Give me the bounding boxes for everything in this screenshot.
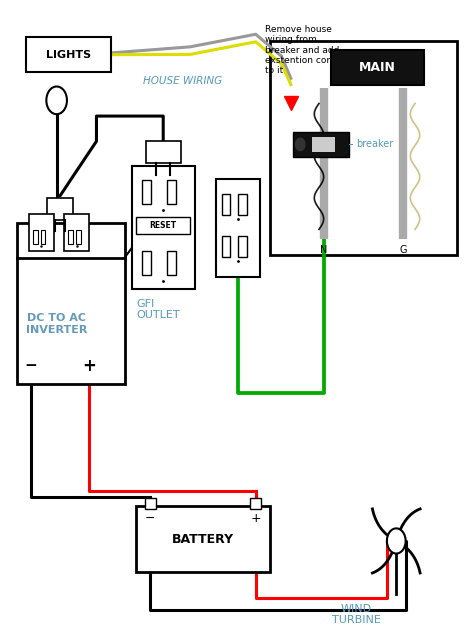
Bar [132,166,195,289]
Circle shape [296,138,305,150]
Text: Remove house
wiring from
breaker and add
exstention cord
to it: Remove house wiring from breaker and add… [265,25,339,76]
Text: +: + [82,357,96,375]
Bar [142,251,151,275]
Text: RESET: RESET [150,221,177,230]
Text: DC TO AC
INVERTER: DC TO AC INVERTER [26,313,87,335]
Text: −: − [25,359,37,373]
Bar [47,198,73,220]
Text: +: + [250,512,261,525]
Text: BATTERY: BATTERY [172,533,234,545]
Bar [137,506,270,572]
Text: LIGHTS: LIGHTS [46,50,91,60]
Bar [221,236,230,257]
Bar [312,137,336,152]
Text: GFI
OUTLET: GFI OUTLET [137,298,180,320]
Bar [145,498,156,509]
Bar [28,213,55,251]
Text: −: − [145,512,155,525]
Bar [76,230,81,244]
Bar [167,180,176,204]
Bar [142,180,151,204]
Text: WIND
TURBINE: WIND TURBINE [332,604,381,625]
Bar [293,132,349,157]
Text: N: N [320,245,328,255]
Bar [331,50,424,84]
Bar [146,141,181,163]
Text: breaker: breaker [356,140,394,149]
Text: G: G [400,245,407,255]
Bar [250,498,261,509]
Bar [270,41,457,255]
Circle shape [387,528,406,554]
Bar [216,179,260,277]
Text: MAIN: MAIN [359,61,396,74]
Bar [64,213,90,251]
Bar [167,251,176,275]
Bar [26,37,110,72]
Bar [68,230,73,244]
Bar [17,223,125,384]
Bar [41,230,46,244]
Circle shape [46,86,67,114]
Bar [33,230,38,244]
Text: HOUSE WIRING: HOUSE WIRING [143,76,222,86]
Bar [238,194,247,215]
Bar [221,194,230,215]
Bar [137,217,190,234]
Bar [238,236,247,257]
